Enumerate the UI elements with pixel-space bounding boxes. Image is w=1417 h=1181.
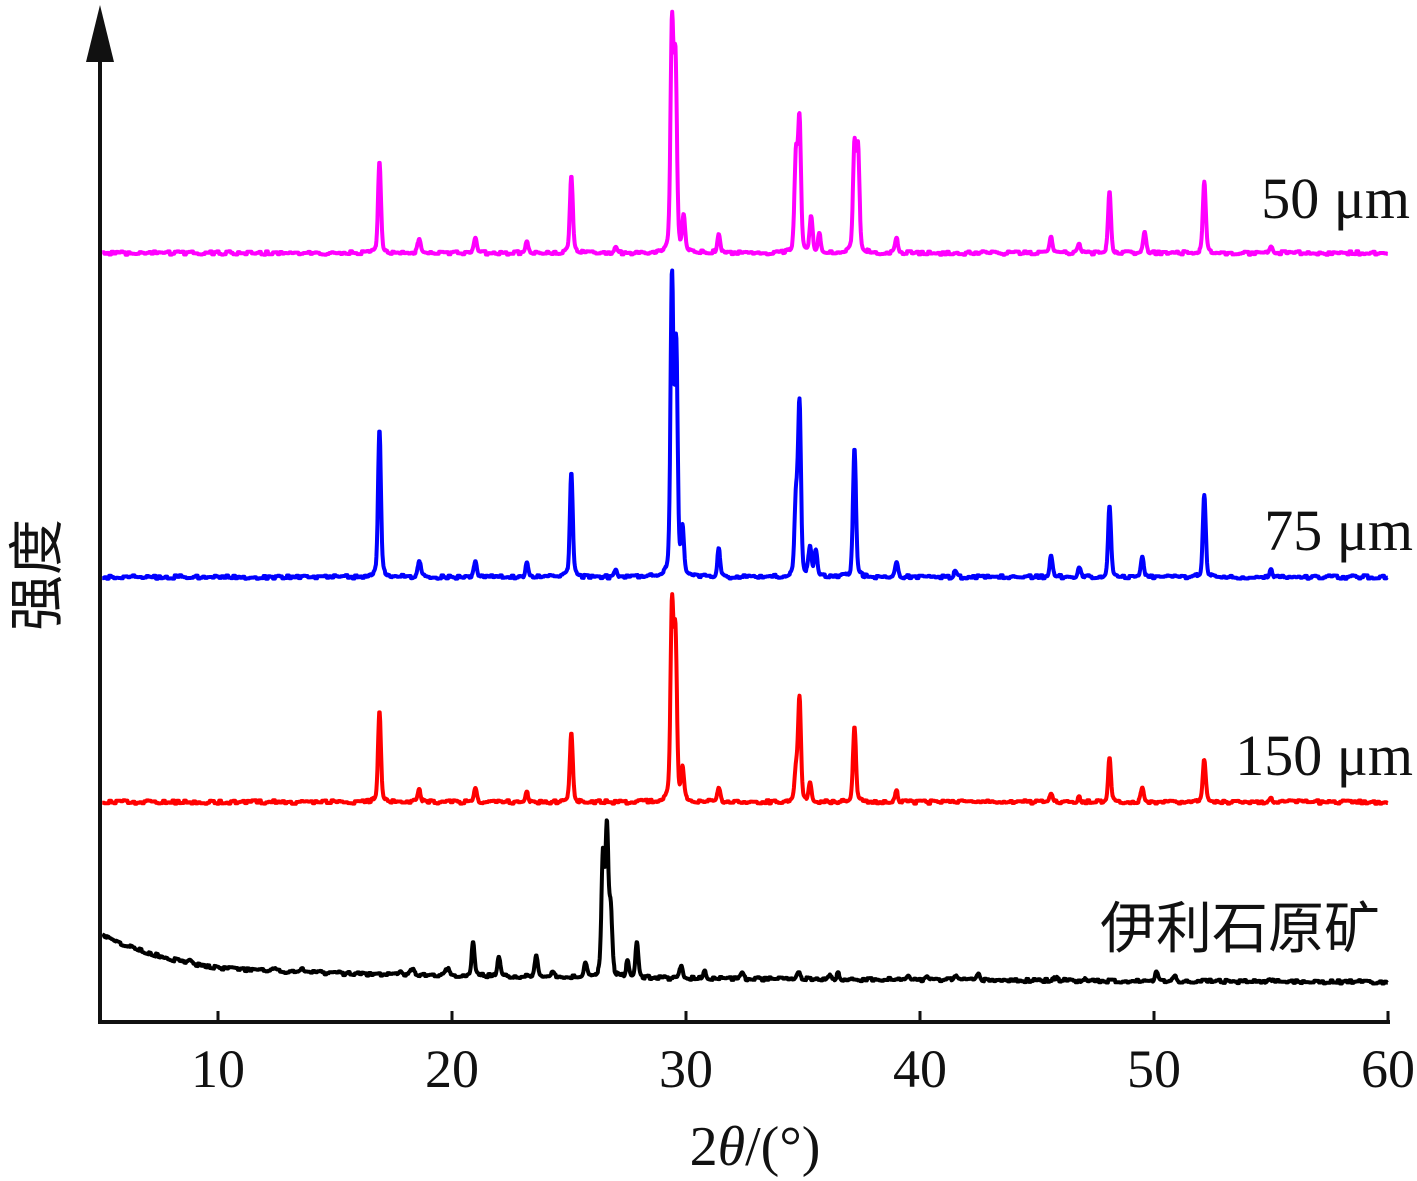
trace-50um	[100, 9, 1390, 257]
x-tick-label-40: 40	[893, 1039, 947, 1099]
x-axis-label-prefix: 2	[690, 1116, 718, 1178]
x-axis-label: 2θ/(°)	[690, 1116, 821, 1178]
series-label-75um: 75 μm	[1264, 498, 1413, 563]
x-tick-label-30: 30	[659, 1039, 713, 1099]
x-tick-label-10: 10	[191, 1039, 245, 1099]
trace-illite-raw-ore	[100, 818, 1390, 986]
series-label-illite-raw-ore: 伊利石原矿	[1100, 897, 1380, 962]
x-tick-label-50: 50	[1127, 1039, 1181, 1099]
x-axis-label-suffix: /(°)	[745, 1116, 820, 1178]
trace-150um	[100, 592, 1390, 806]
y-axis-arrow-icon	[86, 5, 114, 62]
x-tick-label-20: 20	[425, 1039, 479, 1099]
x-axis-label-theta: θ	[718, 1116, 746, 1178]
series-label-50um: 50 μm	[1261, 166, 1410, 231]
y-axis-label: 强度	[6, 519, 71, 631]
trace-75um	[100, 268, 1390, 581]
series-label-150um: 150 μm	[1235, 723, 1413, 788]
x-tick-label-60: 60	[1361, 1039, 1415, 1099]
